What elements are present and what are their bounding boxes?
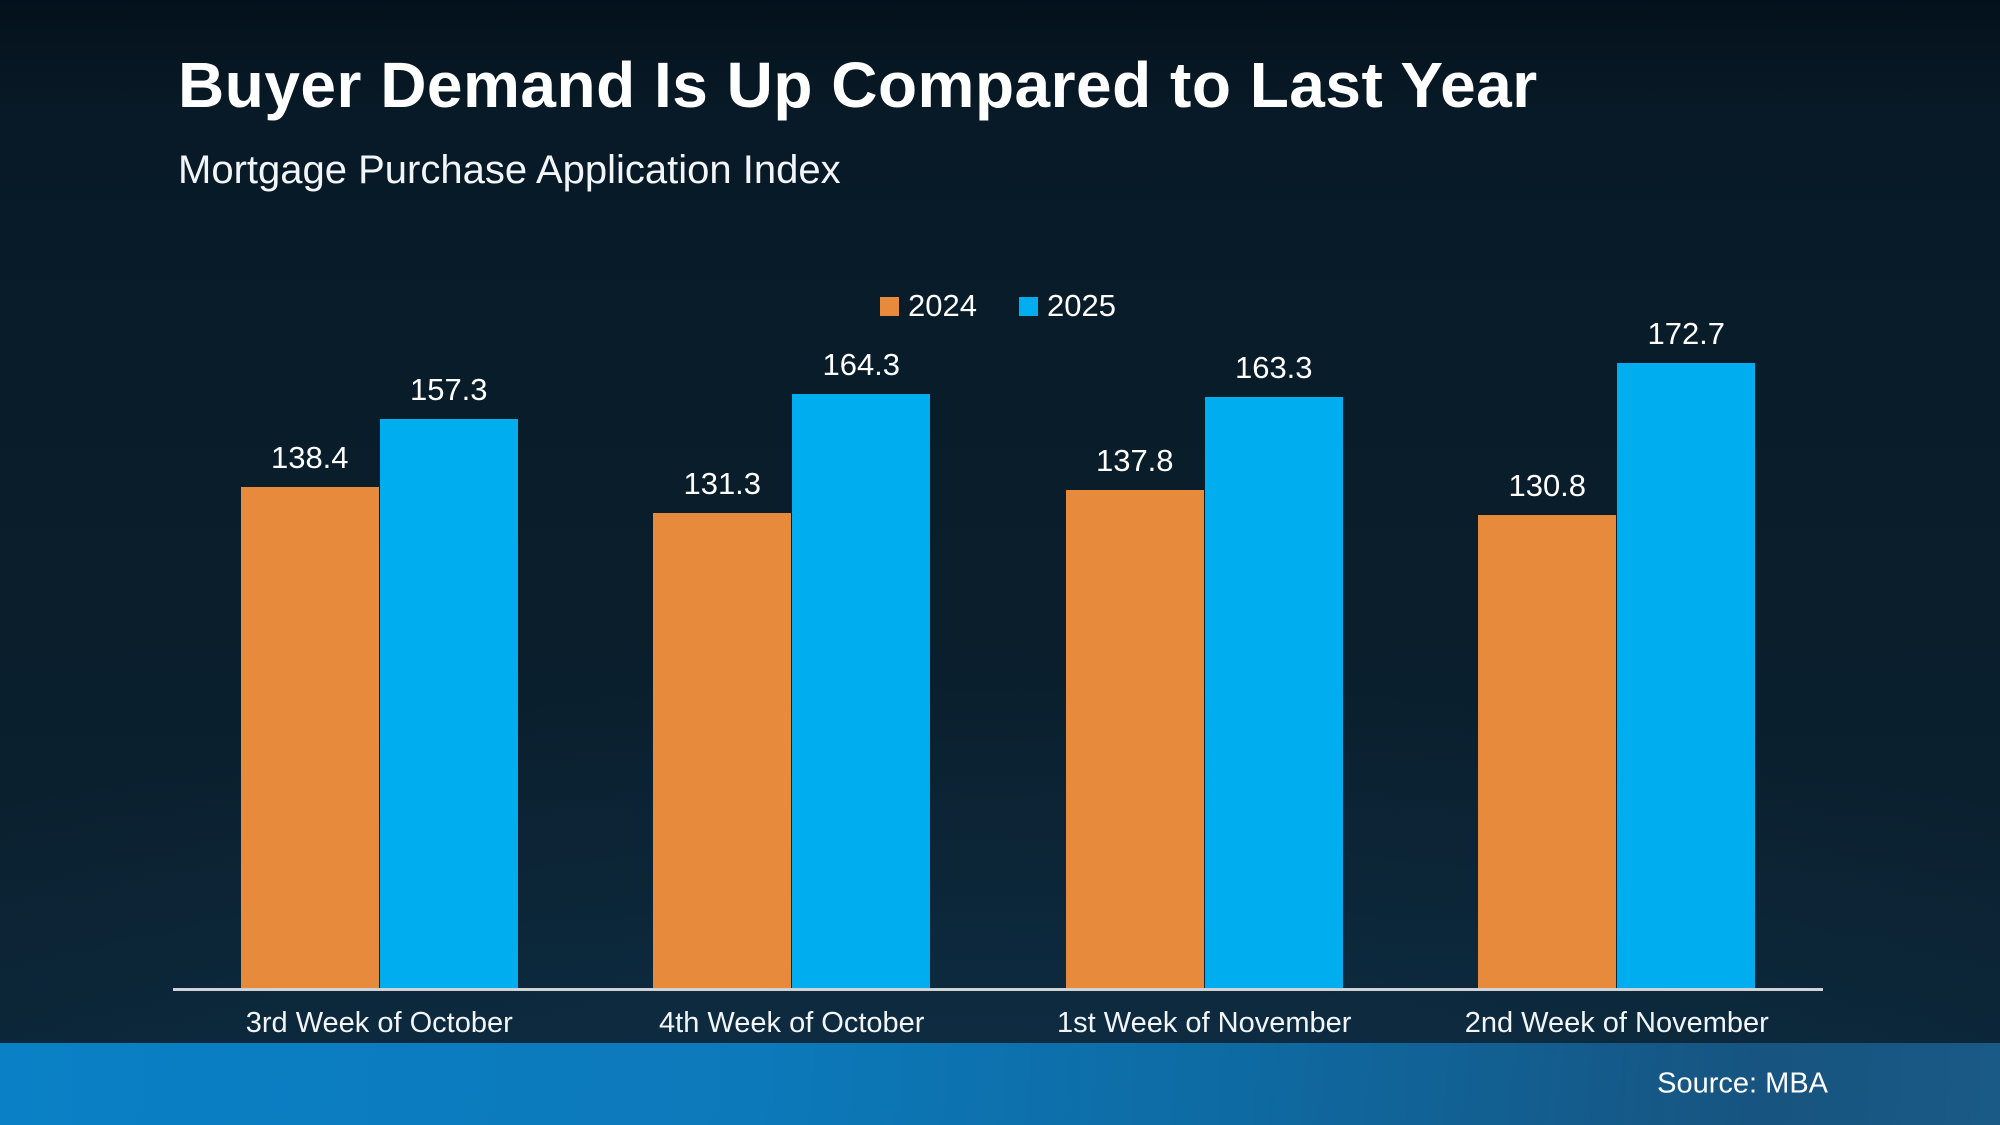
legend-item-2024: 2024: [880, 288, 977, 324]
source-label: Source: MBA: [1657, 1067, 1828, 1100]
bar-group: 138.4 157.3: [173, 337, 586, 988]
bar-2024-0: 138.4: [240, 440, 379, 988]
bar-value-label: 163.3: [1234, 350, 1313, 386]
bar-group: 137.8 163.3: [998, 337, 1411, 988]
legend-label: 2025: [1047, 288, 1116, 323]
bar-value-label: 138.4: [270, 440, 349, 476]
bar-value-label: 164.3: [822, 346, 901, 382]
bar-2025-3: 172.7: [1617, 316, 1756, 988]
chart-title: Buyer Demand Is Up Compared to Last Year: [178, 49, 1538, 121]
bar-2024-3: 130.8: [1478, 468, 1617, 988]
bar-value-label: 131.3: [683, 466, 762, 502]
chart-subtitle: Mortgage Purchase Application Index: [178, 148, 841, 192]
bar-group: 131.3 164.3: [586, 337, 999, 988]
bar-value-label: 172.7: [1647, 316, 1726, 352]
legend-label: 2024: [908, 288, 977, 323]
bar-2024-2: 137.8: [1065, 443, 1204, 988]
bar-2025-1: 164.3: [792, 347, 931, 988]
legend-item-2025: 2025: [1019, 288, 1116, 324]
bar-2025-0: 157.3: [379, 372, 518, 988]
bar-value-label: 137.8: [1095, 442, 1174, 478]
x-axis-label: 3rd Week of October: [245, 1007, 513, 1039]
x-axis-label: 2nd Week of November: [1464, 1007, 1769, 1039]
bar-group: 130.8 172.7: [1411, 316, 1824, 988]
footer-band: Source: MBA: [0, 1043, 2000, 1125]
x-axis-label: 4th Week of October: [659, 1007, 925, 1039]
bar-value-label: 157.3: [409, 372, 488, 408]
legend-swatch-icon: [1019, 296, 1038, 316]
bar-2024-1: 131.3: [653, 466, 792, 988]
x-axis-label: 1st Week of November: [1057, 1007, 1352, 1039]
chart-legend: 2024 2025: [173, 288, 1823, 324]
legend-swatch-icon: [880, 296, 900, 316]
bar-2025-2: 163.3: [1204, 350, 1343, 988]
chart-header: Buyer Demand Is Up Compared to Last Year…: [178, 48, 1538, 193]
x-axis-labels: 3rd Week of October 4th Week of October 1s…: [173, 991, 1823, 1040]
plot-area: 138.4 157.3 131.3 164.3 137.8 163.3 130.8 172.7: [173, 316, 1824, 991]
bar-value-label: 130.8: [1508, 467, 1587, 503]
